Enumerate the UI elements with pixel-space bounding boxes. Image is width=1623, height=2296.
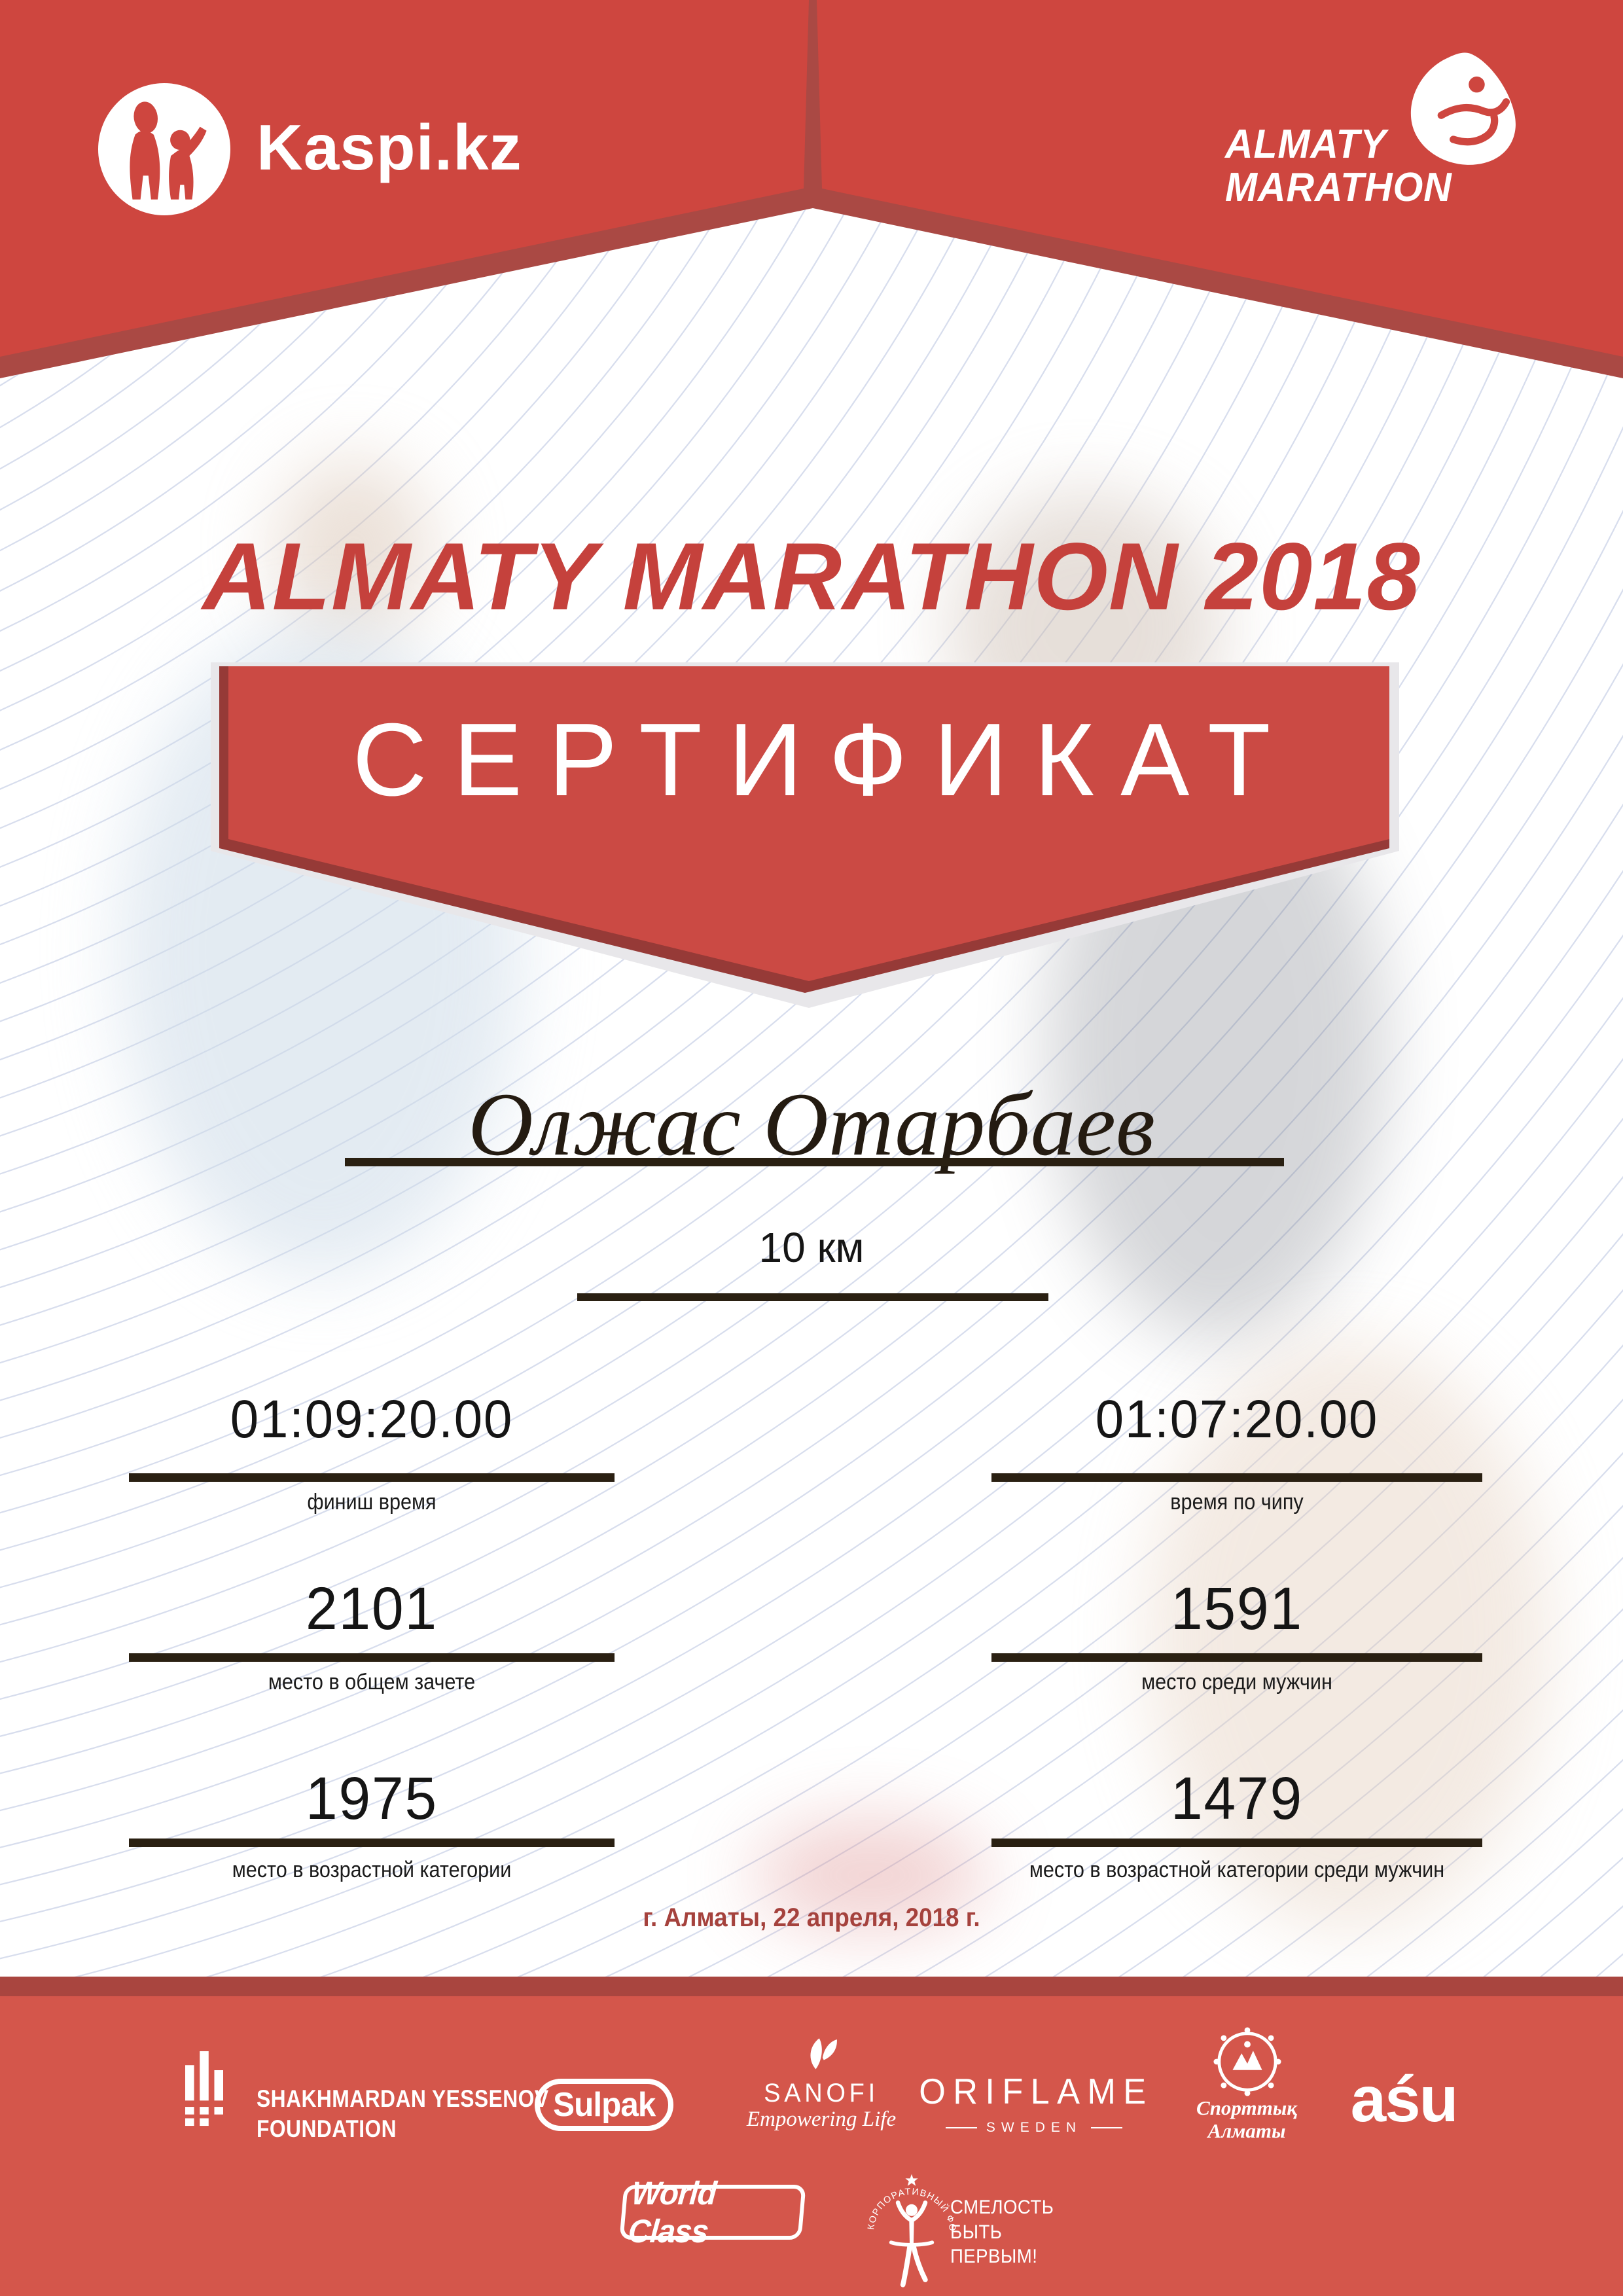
sanofi-logo-text: SANOFI <box>764 2079 879 2108</box>
almaty-marathon-runner-icon <box>1410 52 1516 165</box>
fond-slogan-line3: ПЕРВЫМ! <box>950 2246 1038 2267</box>
photo-hint-runner-shoe <box>753 1820 988 1931</box>
yessenov-foundation-icon <box>185 2051 223 2126</box>
photo-hint-runner-head <box>275 458 432 641</box>
oriflame-logo-text: ORIFLAME <box>919 2071 1154 2111</box>
oriflame-sweden-text: SWEDEN <box>986 2120 1082 2135</box>
age-category-place-value: 1975 <box>305 1765 438 1832</box>
sulpak-logo: Sulpak <box>535 2079 673 2131</box>
footer-dark-strip <box>0 1977 1623 1996</box>
oriflame-dash-left <box>945 2126 977 2128</box>
chip-time-underline <box>991 1473 1482 1482</box>
asu-logo-text: aśu <box>1350 2063 1459 2135</box>
yessenov-foundation-text: SHAKHMARDAN YESSENOV FOUNDATION <box>257 2084 548 2145</box>
certificate-label: СЕРТИФИКАТ <box>352 702 1297 817</box>
footer-band <box>0 1996 1623 2296</box>
sanofi-tagline: Empowering Life <box>746 2108 897 2131</box>
certificate-banner-shape <box>211 662 1399 1008</box>
sanofi-bird-icon <box>810 2038 837 2070</box>
event-title: ALMATY MARATHON 2018 <box>202 523 1421 630</box>
recipient-name: Олжас Отарбаев <box>468 1074 1155 1174</box>
photo-hint-runner-legs <box>1145 1342 1551 1931</box>
men-place-underline <box>991 1653 1482 1662</box>
overall-place-underline <box>129 1653 615 1662</box>
men-age-category-place-label: место в возрастной категории среди мужчи… <box>1029 1857 1445 1882</box>
finish-time-label: финиш время <box>307 1490 437 1515</box>
kaspi-logo-text: Kaspi.kz <box>257 111 522 183</box>
city-and-date: г. Алматы, 22 апреля, 2018 г. <box>643 1903 980 1932</box>
finish-time-underline <box>129 1473 615 1482</box>
race-distance: 10 км <box>758 1224 865 1271</box>
overall-place-label: место в общем зачете <box>268 1670 476 1695</box>
sulpak-logo-text: Sulpak <box>552 2086 656 2124</box>
age-category-place-underline <box>129 1839 615 1847</box>
fond-slogan-text: СМЕЛОСТЬ БЫТЬ ПЕРВЫМ! <box>950 2195 1054 2269</box>
men-age-category-place-value: 1479 <box>1170 1765 1304 1832</box>
men-age-category-place-underline <box>991 1839 1482 1847</box>
men-place-label: место среди мужчин <box>1141 1670 1332 1695</box>
fond-slogan-line2: БЫТЬ <box>950 2221 1003 2243</box>
recipient-name-underline <box>345 1158 1284 1166</box>
age-category-place-label: место в возрастной категории <box>232 1857 512 1882</box>
kaspi-logo-icon <box>98 83 230 215</box>
race-distance-underline <box>577 1293 1048 1301</box>
almaty-marathon-logo-text: ALMATY MARATHON <box>1225 123 1452 209</box>
oriflame-sweden-row: SWEDEN <box>916 2121 1152 2134</box>
corporate-fund-runner-icon: КОРПОРАТИВНЫЙ ФОНД <box>863 2170 957 2287</box>
chip-time-value: 01:07:20.00 <box>1095 1390 1379 1449</box>
finish-time-value: 01:09:20.00 <box>230 1390 514 1449</box>
almaty-logo-line1: ALMATY <box>1225 122 1387 167</box>
world-class-logo-text: World Class <box>626 2175 718 2250</box>
sporttyk-line1: Спорттық <box>1196 2096 1297 2119</box>
overall-place-value: 2101 <box>305 1575 438 1642</box>
fond-slogan-line1: СМЕЛОСТЬ <box>950 2197 1054 2218</box>
men-place-value: 1591 <box>1170 1575 1304 1642</box>
yessenov-line1: SHAKHMARDAN YESSENOV <box>257 2085 549 2112</box>
yessenov-line2: FOUNDATION <box>257 2115 397 2143</box>
chip-time-label: время по чипу <box>1170 1490 1304 1515</box>
sporttyk-almaty-emblem-icon <box>1213 2027 1281 2096</box>
world-class-logo: World Class <box>619 2175 806 2250</box>
sporttyk-almaty-text: Спорттық Алматы <box>1185 2096 1309 2142</box>
almaty-logo-line2: MARATHON <box>1225 164 1452 210</box>
oriflame-dash-right <box>1091 2126 1123 2128</box>
sporttyk-line2: Алматы <box>1207 2119 1286 2142</box>
